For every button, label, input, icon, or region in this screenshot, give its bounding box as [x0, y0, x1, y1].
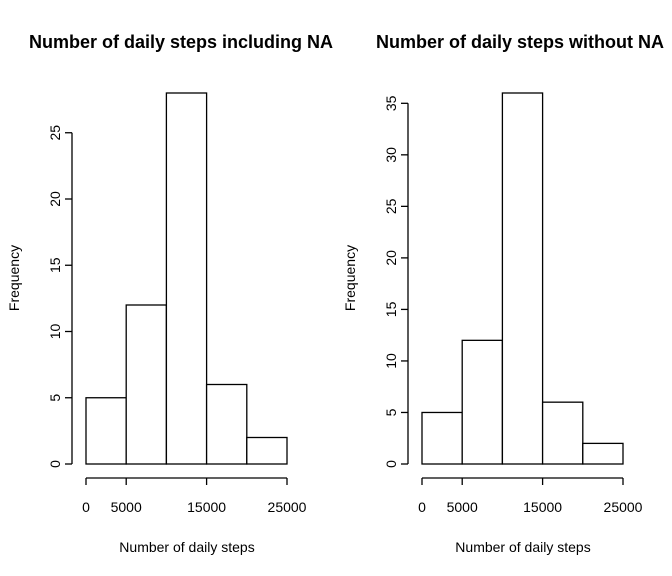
y-tick-label: 20	[383, 250, 399, 266]
y-tick-label: 15	[47, 257, 63, 273]
x-tick-label: 25000	[268, 499, 307, 515]
x-tick-label: 0	[418, 499, 426, 515]
y-tick-label: 0	[47, 460, 63, 468]
y-tick-label: 25	[383, 198, 399, 214]
chart-title: Number of daily steps including NA	[29, 32, 333, 52]
x-axis-label: Number of daily steps	[119, 539, 254, 555]
y-tick-label: 25	[47, 125, 63, 141]
y-axis-label: Frequency	[6, 245, 22, 311]
x-tick-label: 0	[82, 499, 90, 515]
y-tick-label: 10	[47, 324, 63, 340]
histogram-panel-including-na: Number of daily steps including NA Frequ…	[6, 32, 333, 555]
histogram-bar	[165, 92, 208, 465]
x-tick-label: 15000	[523, 499, 562, 515]
y-tick-label: 30	[383, 147, 399, 163]
y-tick-label: 10	[383, 353, 399, 369]
x-tick-label: 25000	[604, 499, 643, 515]
histogram-bar	[541, 401, 584, 465]
y-tick-label: 5	[383, 408, 399, 416]
y-tick-label: 0	[383, 460, 399, 468]
y-tick-label: 20	[47, 191, 63, 207]
x-tick-label: 5000	[111, 499, 142, 515]
histogram-bar	[85, 397, 127, 465]
histogram-bar	[421, 411, 463, 465]
chart-title: Number of daily steps without NA	[376, 32, 664, 52]
x-tick-label: 15000	[187, 499, 226, 515]
y-tick-label: 15	[383, 301, 399, 317]
histogram-bar	[205, 383, 248, 465]
histogram-bar	[582, 442, 624, 465]
histogram-bar	[246, 436, 288, 465]
y-tick-label: 5	[47, 394, 63, 402]
y-axis-label: Frequency	[342, 245, 358, 311]
y-tick-label: 35	[383, 95, 399, 111]
histogram-bar	[501, 92, 544, 465]
histogram-bar	[461, 339, 504, 465]
histogram-bar	[125, 304, 168, 465]
histogram-panel-without-na: Number of daily steps without NA Frequen…	[342, 32, 664, 555]
x-axis-label: Number of daily steps	[455, 539, 590, 555]
x-tick-label: 5000	[447, 499, 478, 515]
